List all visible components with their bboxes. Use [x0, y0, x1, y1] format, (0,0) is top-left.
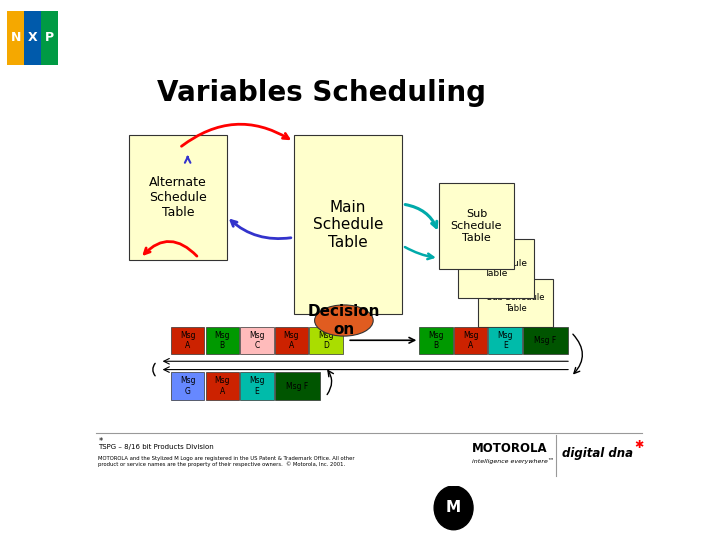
Text: X: X — [27, 31, 37, 44]
Bar — [24, 11, 41, 65]
Text: MOTOROLA and the Stylized M Logo are registered in the US Patent & Trademark Off: MOTOROLA and the Stylized M Logo are reg… — [99, 456, 355, 467]
Text: M: M — [446, 501, 462, 515]
FancyBboxPatch shape — [171, 327, 204, 354]
Bar — [41, 11, 58, 65]
FancyBboxPatch shape — [275, 327, 308, 354]
FancyBboxPatch shape — [488, 327, 522, 354]
Text: Msg F: Msg F — [286, 381, 308, 390]
FancyBboxPatch shape — [129, 136, 227, 260]
Text: Msg F: Msg F — [534, 336, 557, 345]
Text: digital dna: digital dna — [562, 447, 632, 460]
Text: Msg
G: Msg G — [180, 376, 195, 396]
Text: Msg
A: Msg A — [463, 330, 478, 350]
FancyBboxPatch shape — [205, 373, 239, 400]
Text: TSPG – 8/16 bit Products Division: TSPG – 8/16 bit Products Division — [99, 444, 214, 450]
Text: Variables Scheduling: Variables Scheduling — [157, 79, 486, 107]
Text: Msg
E: Msg E — [249, 376, 264, 396]
FancyBboxPatch shape — [275, 373, 320, 400]
Text: Msg
B: Msg B — [215, 330, 230, 350]
Text: Msg
A: Msg A — [180, 330, 195, 350]
Text: Msg
C: Msg C — [249, 330, 264, 350]
FancyBboxPatch shape — [240, 327, 274, 354]
Bar — [7, 11, 24, 65]
Text: Sub Schedule
Table: Sub Schedule Table — [487, 293, 544, 313]
Ellipse shape — [315, 305, 373, 336]
Text: Msg
A: Msg A — [215, 376, 230, 396]
Text: Msg
D: Msg D — [318, 330, 334, 350]
Text: Msg
A: Msg A — [284, 330, 300, 350]
FancyBboxPatch shape — [294, 136, 402, 314]
FancyBboxPatch shape — [171, 373, 204, 400]
Text: Alternate
Schedule
Table: Alternate Schedule Table — [149, 177, 207, 219]
FancyBboxPatch shape — [438, 183, 514, 268]
FancyBboxPatch shape — [205, 327, 239, 354]
FancyBboxPatch shape — [454, 327, 487, 354]
Text: Main
Schedule
Table: Main Schedule Table — [312, 200, 383, 250]
Text: intelligence everywhere™: intelligence everywhere™ — [472, 458, 554, 463]
Text: Sub Schedule
Table: Sub Schedule Table — [465, 259, 527, 278]
FancyBboxPatch shape — [523, 327, 568, 354]
FancyBboxPatch shape — [419, 327, 453, 354]
FancyBboxPatch shape — [310, 327, 343, 354]
FancyBboxPatch shape — [240, 373, 274, 400]
Text: *: * — [99, 437, 103, 446]
FancyBboxPatch shape — [459, 239, 534, 298]
Text: Sub
Schedule
Table: Sub Schedule Table — [451, 210, 502, 242]
Text: P: P — [45, 31, 54, 44]
Text: MOTOROLA: MOTOROLA — [472, 442, 548, 456]
Text: Msg
B: Msg B — [428, 330, 444, 350]
Circle shape — [434, 486, 473, 530]
Text: N: N — [10, 31, 21, 44]
FancyBboxPatch shape — [478, 279, 553, 327]
Text: Msg
E: Msg E — [498, 330, 513, 350]
Text: ✱: ✱ — [634, 440, 644, 450]
Text: Decision
on: Decision on — [307, 305, 380, 337]
